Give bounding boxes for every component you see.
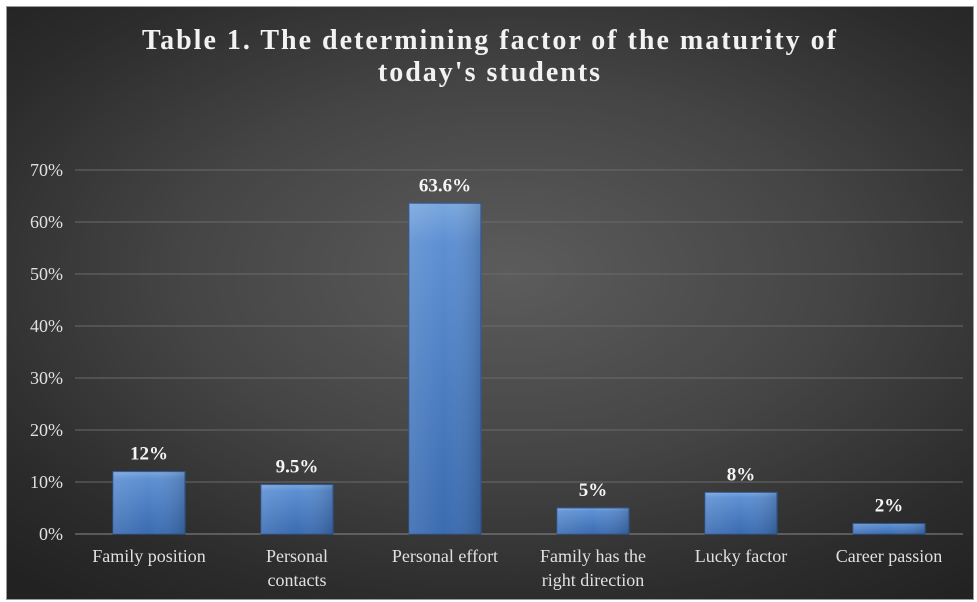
x-category-label: Career passion (836, 546, 942, 566)
bar-shading (113, 471, 185, 534)
y-tick-label: 20% (30, 420, 63, 440)
bars (112, 202, 926, 535)
data-label: 63.6% (419, 175, 471, 196)
x-category-label: Family position (92, 546, 206, 566)
bar-shading (705, 492, 777, 534)
y-axis-ticks: 0% 10% 20% 30% 40% 50% 60% 70% (30, 160, 63, 544)
y-tick-label: 10% (30, 472, 63, 492)
data-label: 8% (727, 464, 756, 485)
chart-frame: Table 1. The determining factor of the m… (6, 6, 974, 600)
y-tick-label: 30% (30, 368, 63, 388)
data-label: 5% (579, 480, 608, 501)
x-category-label: Personal (266, 546, 328, 566)
x-category-label: Family has the (540, 546, 646, 566)
bar-chart-plot: 0% 10% 20% 30% 40% 50% 60% 70% 12% 9.5% 63.6% 5% 8%… (30, 160, 963, 590)
chart-title-line-1: Table 1. The determining factor of the m… (142, 25, 838, 56)
y-tick-label: 50% (30, 264, 63, 284)
data-label: 9.5% (276, 457, 319, 478)
chart-title-line-2: today's students (377, 57, 603, 88)
x-category-label: Personal effort (392, 546, 498, 566)
y-tick-label: 70% (30, 160, 63, 180)
x-category-label: Lucky factor (695, 546, 787, 566)
bar-shading (409, 203, 481, 534)
y-tick-label: 0% (39, 524, 63, 544)
y-tick-label: 60% (30, 212, 63, 232)
chart-title: Table 1. The determining factor of the m… (7, 25, 973, 89)
bar-shading (557, 508, 629, 534)
y-tick-label: 40% (30, 316, 63, 336)
gridlines (75, 169, 963, 535)
x-category-label: contacts (268, 570, 327, 590)
x-category-label: right direction (542, 570, 644, 590)
data-label: 2% (875, 496, 904, 517)
bar-shading (853, 523, 925, 534)
bar-shading (261, 484, 333, 534)
x-axis-categories: Family position Personal contacts Personal … (92, 546, 942, 590)
data-label: 12% (130, 444, 168, 465)
data-labels: 12% 9.5% 63.6% 5% 8% 2% (130, 175, 903, 516)
